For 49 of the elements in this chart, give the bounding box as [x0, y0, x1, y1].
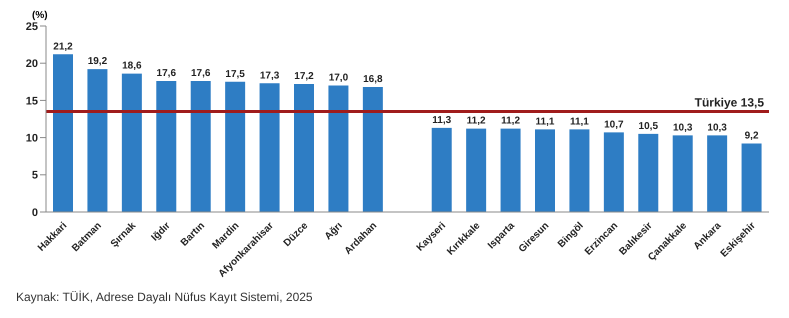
bar [604, 132, 624, 212]
data-label: 19,2 [88, 56, 108, 68]
data-label: 17,6 [156, 68, 176, 80]
data-label: 18,6 [122, 60, 142, 72]
bar [466, 128, 486, 212]
bar [122, 74, 142, 212]
data-label: 17,3 [260, 70, 280, 82]
bar [260, 83, 280, 212]
data-label: 10,7 [604, 119, 624, 130]
y-tick-label: 20 [26, 58, 38, 70]
bar [156, 81, 176, 212]
data-label: 11,2 [466, 116, 486, 127]
data-label: 17,0 [328, 72, 349, 84]
y-tick-label: 5 [32, 170, 38, 182]
data-label: 21,2 [53, 41, 74, 52]
ref-line-label: Türkiye 13,5 [694, 96, 764, 110]
data-label: 11,2 [501, 116, 520, 127]
y-tick-label: 15 [26, 95, 38, 108]
bar [87, 69, 108, 212]
bar [707, 135, 728, 212]
bar [328, 86, 348, 212]
data-label: 10,3 [672, 122, 693, 134]
data-label: 17,2 [294, 71, 314, 82]
data-label: 11,1 [570, 116, 590, 128]
data-label: 11,1 [536, 116, 555, 128]
data-label: 10,5 [638, 120, 658, 132]
bar [569, 129, 590, 212]
data-label: 11,3 [432, 114, 452, 126]
y-axis-title: (%) [32, 10, 48, 21]
data-label: 17,5 [225, 68, 246, 80]
bar [53, 54, 73, 212]
bar [190, 81, 211, 212]
bar [672, 135, 693, 212]
data-label: 9,2 [744, 130, 759, 142]
bar [294, 84, 314, 212]
y-tick-label: 10 [26, 132, 38, 145]
bar [362, 87, 383, 212]
bar [742, 144, 762, 212]
bar [500, 128, 521, 212]
data-label: 17,6 [190, 68, 211, 80]
data-label: 10,3 [707, 122, 728, 134]
bar [225, 82, 246, 212]
bar [638, 134, 658, 212]
y-tick-label: 0 [32, 206, 38, 219]
bar [432, 128, 452, 212]
bar [535, 129, 555, 212]
data-label: 16,8 [363, 74, 384, 86]
text: Kaynak: TÜİK, Adrese Dayalı Nüfus Kayıt Sistemi, 2025 [16, 290, 314, 304]
y-tick-label: 25 [26, 20, 38, 33]
